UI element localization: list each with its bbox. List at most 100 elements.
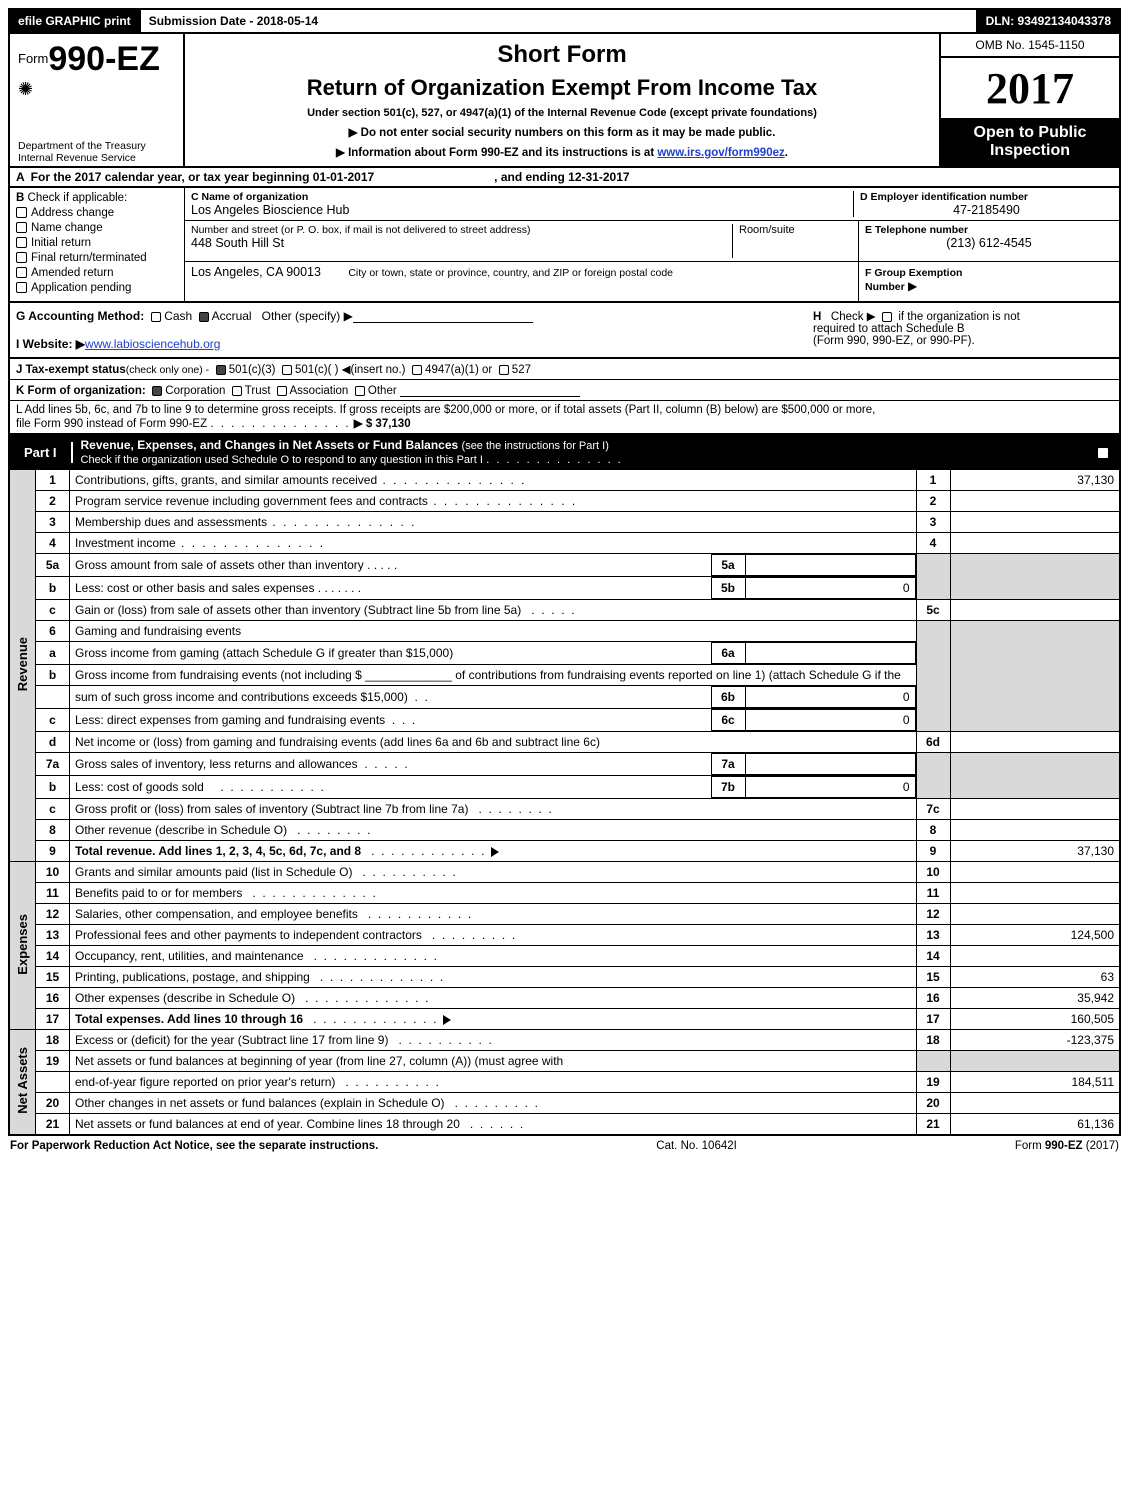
desc-18: Excess or (deficit) for the year (Subtra… xyxy=(75,1033,388,1047)
ln-6c: c xyxy=(36,709,70,732)
num-12: 12 xyxy=(916,904,950,925)
short-form-title: Short Form xyxy=(195,41,929,69)
cb-address-change[interactable] xyxy=(16,207,27,218)
num-15: 15 xyxy=(916,967,950,988)
cb-final-return[interactable] xyxy=(16,252,27,263)
grey-7ab xyxy=(916,753,950,799)
num-16: 16 xyxy=(916,988,950,1009)
row-j: J Tax-exempt status(check only one) - 50… xyxy=(8,359,1121,380)
dln-label: DLN: 93492134043378 xyxy=(978,10,1119,32)
val-19: 184,511 xyxy=(950,1072,1120,1093)
header-center: Short Form Return of Organization Exempt… xyxy=(185,34,939,166)
desc-19a: Net assets or fund balances at beginning… xyxy=(70,1051,917,1072)
note-info-post: . xyxy=(785,147,788,159)
cb-h[interactable] xyxy=(882,312,892,322)
desc-20: Other changes in net assets or fund bala… xyxy=(75,1096,445,1110)
num-17: 17 xyxy=(916,1009,950,1030)
l-amount: ▶ $ 37,130 xyxy=(354,418,411,430)
ln-1: 1 xyxy=(36,470,70,491)
grey-19 xyxy=(916,1051,950,1072)
submission-date: Submission Date - 2018-05-14 xyxy=(139,10,978,32)
city-label: City or town, state or province, country… xyxy=(348,267,673,279)
header-right: OMB No. 1545-1150 2017 Open to Public In… xyxy=(939,34,1119,166)
page-footer: For Paperwork Reduction Act Notice, see … xyxy=(8,1136,1121,1156)
website-link[interactable]: www.labiosciencehub.org xyxy=(85,337,220,351)
cb-4947[interactable] xyxy=(412,365,422,375)
desc-2: Program service revenue including govern… xyxy=(75,494,428,508)
subval-6a xyxy=(745,643,915,664)
ln-5c: c xyxy=(36,600,70,621)
sub-7b: 7b xyxy=(711,777,745,798)
cb-amended-return[interactable] xyxy=(16,267,27,278)
f-group-label: F Group Exemption xyxy=(865,267,962,279)
col-c: C Name of organization Los Angeles Biosc… xyxy=(185,188,1119,301)
cb-assoc[interactable] xyxy=(277,386,287,396)
desc-19b: end-of-year figure reported on prior yea… xyxy=(75,1075,335,1089)
desc-6b2: sum of such gross income and contributio… xyxy=(75,690,408,704)
subval-7b: 0 xyxy=(745,777,915,798)
ln-4: 4 xyxy=(36,533,70,554)
desc-1: Contributions, gifts, grants, and simila… xyxy=(75,473,377,487)
street-label: Number and street (or P. O. box, if mail… xyxy=(191,224,732,236)
j-501c: 501(c)( ) xyxy=(295,364,338,376)
sub-5a: 5a xyxy=(711,555,745,576)
ln-14: 14 xyxy=(36,946,70,967)
cb-other-org[interactable] xyxy=(355,386,365,396)
f-arrow: ▶ xyxy=(908,279,917,293)
return-title: Return of Organization Exempt From Incom… xyxy=(195,75,929,101)
num-1: 1 xyxy=(916,470,950,491)
k-trust: Trust xyxy=(245,385,271,397)
cb-schedule-o[interactable] xyxy=(1097,447,1109,459)
num-4: 4 xyxy=(916,533,950,554)
other-specify-line[interactable] xyxy=(353,309,533,323)
note-info-pre: ▶ Information about Form 990-EZ and its … xyxy=(336,147,657,159)
ln-7a: 7a xyxy=(36,753,70,776)
under-section: Under section 501(c), 527, or 4947(a)(1)… xyxy=(195,107,929,119)
note-ssn: ▶ Do not enter social security numbers o… xyxy=(195,125,929,139)
cb-501c3[interactable] xyxy=(216,365,226,375)
grey-6 xyxy=(916,621,950,732)
subval-6c: 0 xyxy=(745,710,915,731)
desc-14: Occupancy, rent, utilities, and maintena… xyxy=(75,949,304,963)
h-text2: if the organization is not xyxy=(898,311,1019,323)
cb-accrual[interactable] xyxy=(199,312,209,322)
dept-treasury: Department of the Treasury Internal Reve… xyxy=(18,140,175,164)
desc-10: Grants and similar amounts paid (list in… xyxy=(75,865,352,879)
l-dots xyxy=(210,418,350,430)
row-k: K Form of organization: Corporation Trus… xyxy=(8,380,1121,401)
val-3 xyxy=(950,512,1120,533)
val-13: 124,500 xyxy=(950,925,1120,946)
cb-application-pending[interactable] xyxy=(16,282,27,293)
num-10: 10 xyxy=(916,862,950,883)
desc-6b1: Gross income from fundraising events (no… xyxy=(70,665,917,686)
tax-year: 2017 xyxy=(941,58,1119,118)
street-value: 448 South Hill St xyxy=(191,236,732,250)
footer-right-pre: Form xyxy=(1015,1140,1045,1152)
cb-cash[interactable] xyxy=(151,312,161,322)
cb-501c[interactable] xyxy=(282,365,292,375)
cb-trust[interactable] xyxy=(232,386,242,396)
cb-initial-return[interactable] xyxy=(16,237,27,248)
val-14 xyxy=(950,946,1120,967)
cb-corp[interactable] xyxy=(152,386,162,396)
cb-name-change[interactable] xyxy=(16,222,27,233)
part1-title: Revenue, Expenses, and Changes in Net As… xyxy=(81,438,459,452)
ln-11: 11 xyxy=(36,883,70,904)
sub-5b: 5b xyxy=(711,578,745,599)
num-19: 19 xyxy=(916,1072,950,1093)
k-other-line[interactable] xyxy=(400,383,580,397)
footer-right: Form 990-EZ (2017) xyxy=(1015,1140,1119,1152)
revenue-vlabel: Revenue xyxy=(9,470,36,862)
e-tel-label: E Telephone number xyxy=(865,224,1113,236)
ln-5a: 5a xyxy=(36,554,70,577)
subval-5a xyxy=(745,555,915,576)
ln-6b2 xyxy=(36,686,70,709)
val-7c xyxy=(950,799,1120,820)
num-3: 3 xyxy=(916,512,950,533)
desc-8: Other revenue (describe in Schedule O) xyxy=(75,823,287,837)
form990ez-link[interactable]: www.irs.gov/form990ez xyxy=(657,147,784,159)
cb-527[interactable] xyxy=(499,365,509,375)
val-4 xyxy=(950,533,1120,554)
k-label: K Form of organization: xyxy=(16,385,146,397)
k-assoc: Association xyxy=(290,385,349,397)
